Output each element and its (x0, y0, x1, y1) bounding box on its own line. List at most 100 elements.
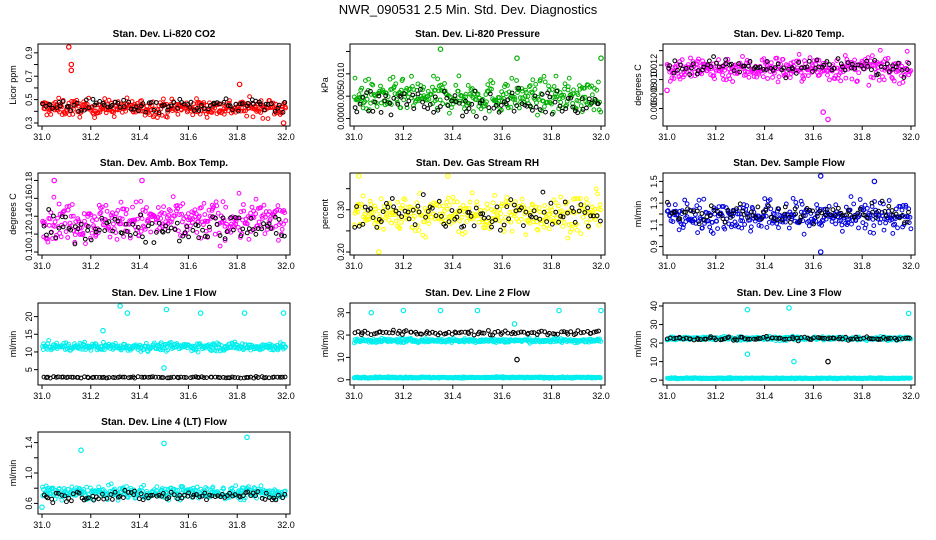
data-point (827, 77, 832, 83)
secondary-point (755, 204, 761, 210)
secondary-point (56, 225, 62, 231)
data-point (253, 211, 259, 217)
secondary-point (715, 208, 720, 214)
data-point (451, 218, 457, 224)
secondary-point (868, 336, 874, 342)
secondary-point (253, 231, 259, 237)
data-point (221, 218, 227, 223)
plot-frame (662, 302, 916, 386)
data-point (580, 214, 586, 220)
data-point (408, 204, 413, 210)
data-point (905, 214, 911, 220)
data-point (89, 230, 95, 236)
secondary-point (671, 70, 677, 76)
data-point (846, 217, 852, 222)
secondary-point (282, 374, 288, 380)
data-point (695, 58, 700, 64)
data-point (535, 112, 540, 118)
secondary-point (563, 106, 569, 112)
data-point (123, 108, 128, 114)
secondary-point (224, 229, 230, 235)
secondary-point (276, 217, 282, 222)
secondary-point (181, 375, 187, 380)
secondary-point (713, 60, 719, 66)
secondary-point (897, 215, 902, 221)
data-point (394, 97, 399, 102)
data-point (761, 56, 767, 62)
secondary-point (410, 92, 416, 98)
data-point (768, 60, 774, 66)
data-point (60, 209, 66, 215)
data-point (833, 202, 839, 208)
x-tick-label: 31.8 (853, 391, 871, 401)
chart-title: Stan. Dev. Line 3 Flow (737, 288, 842, 299)
data-point (565, 235, 571, 241)
x-tick-label: 31.8 (853, 132, 871, 142)
data-point (856, 70, 862, 76)
data-point (551, 84, 557, 89)
secondary-point (681, 336, 686, 342)
secondary-point (72, 241, 78, 247)
data-point (883, 220, 888, 226)
secondary-point (360, 94, 366, 100)
x-tick-label: 31.6 (180, 132, 198, 142)
secondary-point (53, 374, 59, 380)
data-point (862, 202, 868, 208)
data-point (262, 231, 268, 237)
secondary-point (701, 64, 707, 70)
data-point (283, 105, 289, 111)
data-point (51, 194, 57, 200)
data-point (838, 78, 844, 84)
secondary-point (558, 213, 564, 219)
data-point (418, 93, 424, 99)
data-point (598, 109, 604, 115)
data-point (174, 203, 180, 208)
data-point (715, 226, 720, 232)
secondary-point (246, 101, 251, 106)
secondary-point (893, 211, 899, 217)
secondary-point (707, 58, 712, 64)
data-point (282, 210, 288, 216)
secondary-point (481, 215, 487, 221)
x-tick-label: 32.0 (277, 132, 295, 142)
data-point (744, 203, 750, 209)
secondary-point (457, 208, 463, 214)
secondary-point (543, 109, 548, 115)
secondary-point (536, 329, 542, 335)
data-point (423, 234, 429, 240)
data-point (899, 207, 905, 213)
secondary-point (466, 209, 472, 215)
data-point (136, 103, 142, 109)
secondary-point (408, 329, 414, 335)
x-tick-label: 31.4 (756, 391, 774, 401)
secondary-point (240, 226, 246, 232)
secondary-point (193, 222, 199, 228)
secondary-point (390, 330, 396, 336)
secondary-point (699, 211, 705, 216)
secondary-point (138, 212, 144, 218)
data-point (447, 202, 452, 208)
secondary-point (677, 216, 683, 222)
data-point (419, 212, 425, 218)
outlier-point (437, 46, 444, 53)
secondary-point (667, 63, 672, 68)
secondary-point (726, 334, 732, 340)
data-point (355, 209, 361, 215)
secondary-point (168, 103, 174, 109)
data-point (519, 86, 524, 91)
data-point (83, 241, 88, 247)
data-point (118, 199, 124, 205)
x-tick-label: 31.4 (131, 391, 149, 401)
data-point (849, 76, 855, 82)
secondary-point (764, 59, 770, 64)
data-point (123, 211, 129, 217)
data-point (247, 94, 253, 99)
secondary-point (713, 337, 719, 343)
secondary-point (788, 220, 793, 225)
data-point (722, 226, 728, 232)
secondary-point (420, 192, 426, 198)
data-point (527, 83, 533, 88)
secondary-point (753, 64, 758, 70)
plot-frame (37, 172, 291, 256)
secondary-point (186, 234, 192, 240)
